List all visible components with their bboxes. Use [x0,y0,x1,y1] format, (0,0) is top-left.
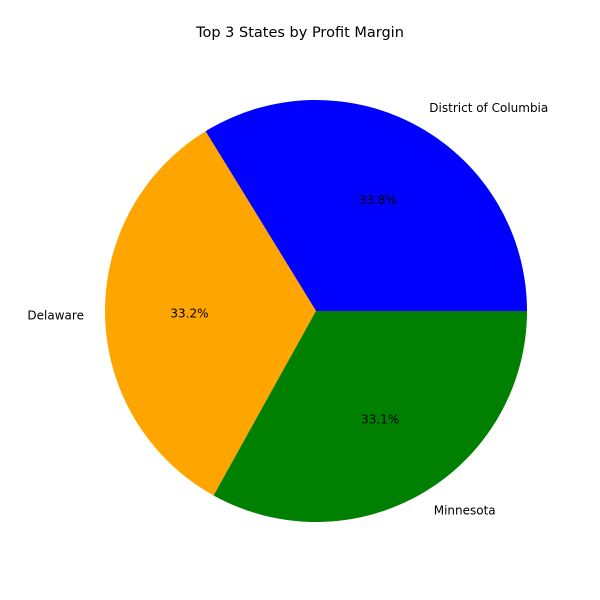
pie-labels: District of Columbia 33.8% Delaware 33.2% Mi… [27,101,548,518]
slice-percent-district-of-columbia: 33.8% [359,193,397,207]
pie-slices [105,100,527,523]
slice-label-delaware: Delaware [27,309,84,323]
pie-slice-district-of-columbia [205,100,527,311]
slice-label-minnesota: Minnesota [434,504,496,518]
chart-title: Top 3 States by Profit Margin [195,25,404,41]
slice-percent-minnesota: 33.1% [361,413,399,427]
pie-slice-delaware [105,131,317,496]
pie-slice-minnesota [213,311,527,523]
slice-percent-delaware: 33.2% [170,306,208,320]
slice-label-district-of-columbia: District of Columbia [429,101,548,115]
